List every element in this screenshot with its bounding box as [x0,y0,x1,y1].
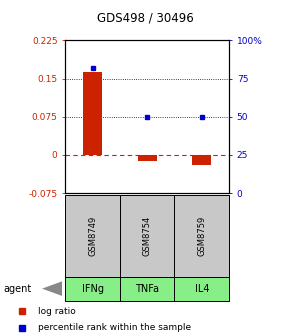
Text: log ratio: log ratio [38,307,76,316]
Text: agent: agent [3,284,31,294]
Bar [83,72,102,155]
Bar [175,195,229,277]
Bar [138,155,157,161]
Text: GSM8759: GSM8759 [197,216,206,256]
Text: GSM8754: GSM8754 [143,216,152,256]
Text: TNFa: TNFa [135,284,159,294]
Bar [65,195,120,277]
Bar [65,277,120,301]
Text: percentile rank within the sample: percentile rank within the sample [38,323,191,332]
Text: IFNg: IFNg [81,284,104,294]
Text: GSM8749: GSM8749 [88,216,97,256]
Polygon shape [42,281,62,296]
Bar [175,277,229,301]
Bar [192,155,211,165]
Bar [120,195,175,277]
Text: GDS498 / 30496: GDS498 / 30496 [97,12,193,25]
Text: IL4: IL4 [195,284,209,294]
Bar [120,277,175,301]
